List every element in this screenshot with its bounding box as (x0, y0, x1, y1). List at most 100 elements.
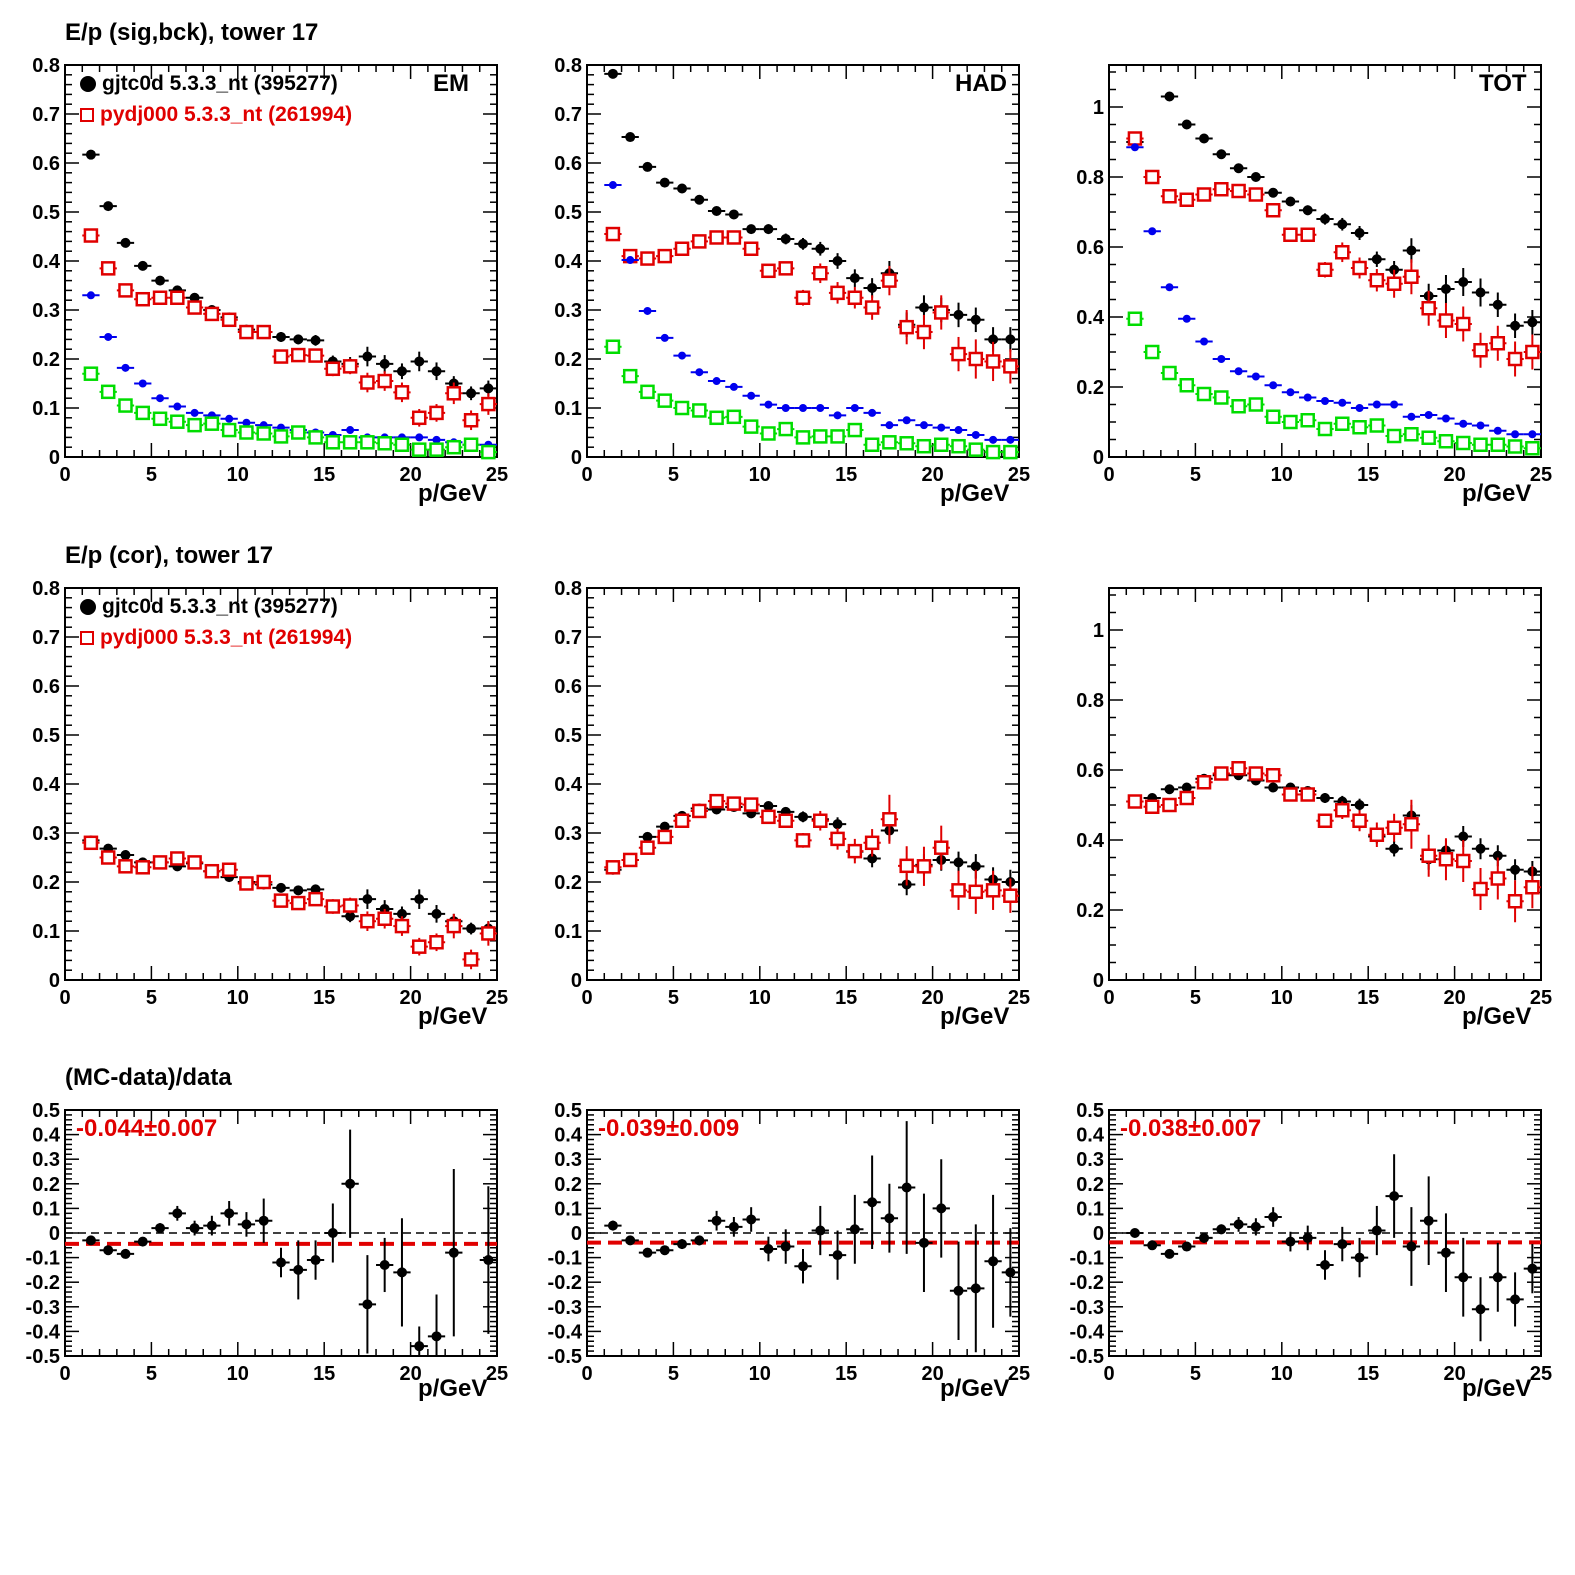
marker-dot (1390, 400, 1399, 409)
marker-square (692, 234, 707, 249)
marker-dot (120, 1248, 131, 1259)
marker-square (778, 421, 793, 437)
marker-square (778, 261, 793, 276)
data-point (1454, 419, 1472, 428)
x-tick-label: 10 (749, 987, 771, 1009)
marker-dot (937, 423, 946, 432)
marker-dot (310, 884, 321, 895)
data-point (638, 1247, 657, 1258)
data-point (1506, 880, 1524, 923)
plot-sigbck-had: 0 5 10 15 20 25 0 0.1 0.2 0.3 0.4 0.5 0.6 0.7 0.8 (554, 55, 1030, 486)
data-point (427, 362, 446, 381)
marker-square (1507, 351, 1523, 367)
series (1126, 770, 1541, 882)
data-point (1178, 192, 1196, 207)
data-point (1316, 397, 1334, 405)
marker-square (1003, 444, 1018, 460)
data-point (203, 416, 221, 431)
marker-square (187, 417, 202, 433)
marker-square (622, 852, 638, 868)
x-axis-label: p/GeV (418, 480, 488, 507)
marker-dot (953, 857, 964, 868)
marker-square (1179, 192, 1195, 207)
data-point (479, 921, 497, 946)
panel-label-tot: TOT (1479, 70, 1527, 97)
data-point (1160, 189, 1179, 204)
data-point (638, 384, 657, 400)
data-point (1385, 813, 1403, 842)
data-point (1229, 761, 1248, 776)
marker-square (239, 876, 254, 891)
marker-square (187, 300, 202, 315)
marker-square (882, 812, 897, 827)
y-tick-label: 0.2 (1076, 900, 1104, 922)
marker-dot (1320, 793, 1330, 803)
marker-dot (1475, 1304, 1486, 1315)
y-tick-label: 0.1 (554, 398, 582, 420)
marker-dot (625, 1235, 636, 1246)
marker-square (968, 442, 984, 457)
filled-circle-marker-icon (80, 598, 96, 615)
data-point (462, 386, 480, 401)
data-point (846, 286, 864, 309)
panel-cor-em: 0 5 10 15 20 25 0 0.1 0.2 0.3 0.4 0.5 0.6 0.7 0.8 gjtc… (0, 523, 525, 1043)
marker-square (830, 285, 845, 301)
series (82, 366, 497, 460)
y-tick-label: 0 (571, 970, 582, 992)
data-point (863, 408, 881, 417)
data-point (358, 435, 377, 450)
marker-square (256, 324, 271, 340)
data-point (220, 414, 238, 423)
y-tick-label: 0.5 (554, 725, 582, 747)
data-point (949, 870, 968, 910)
marker-square (170, 414, 185, 429)
marker-dot (121, 363, 130, 372)
data-point (289, 885, 307, 896)
data-point (656, 248, 674, 264)
marker-dot (816, 404, 825, 412)
data-point (116, 363, 135, 372)
data-point (898, 846, 916, 886)
marker-dot (1182, 314, 1191, 323)
marker-dot (1406, 245, 1417, 256)
data-point (1212, 149, 1230, 160)
marker-square (1386, 820, 1402, 835)
series (1126, 91, 1541, 338)
marker-square (1335, 245, 1350, 260)
data-point (151, 394, 169, 403)
data-point (1160, 797, 1179, 813)
y-tick-label: -0.1 (1070, 1248, 1104, 1270)
marker-square (83, 228, 99, 243)
marker-dot (1423, 1215, 1434, 1226)
data-point (1195, 775, 1213, 790)
y-tick-label: 0.3 (554, 823, 582, 845)
marker-square (657, 829, 673, 845)
marker-square (1473, 437, 1488, 452)
y-tick-label: -0.5 (548, 1346, 582, 1368)
marker-square (1214, 766, 1229, 781)
marker-square (273, 429, 289, 444)
marker-dot (1250, 172, 1261, 182)
marker-dot (85, 149, 96, 160)
data-point (1299, 413, 1317, 428)
marker-square (1003, 888, 1018, 903)
data-point (151, 275, 169, 286)
marker-square (1404, 817, 1419, 832)
marker-square (187, 855, 202, 870)
data-point (1247, 766, 1265, 781)
marker-dot (901, 1182, 912, 1193)
data-point (116, 398, 135, 413)
plot-frame (586, 587, 1020, 981)
data-point (1195, 133, 1213, 144)
marker-dot (1268, 782, 1279, 793)
marker-square (118, 398, 133, 413)
data-point (949, 438, 968, 454)
x-tick-label: 20 (1443, 1363, 1465, 1385)
marker-dot (989, 435, 998, 444)
x-axis-label: p/GeV (940, 480, 1010, 507)
panel-cor-had: 0 5 10 15 20 25 0 0.1 0.2 0.3 0.4 0.5 0.6 0.7 0.8 p/Ge… (522, 523, 1047, 1043)
data-point (358, 911, 377, 931)
marker-square (1300, 227, 1315, 242)
data-point (846, 838, 864, 864)
marker-dot (815, 243, 826, 254)
